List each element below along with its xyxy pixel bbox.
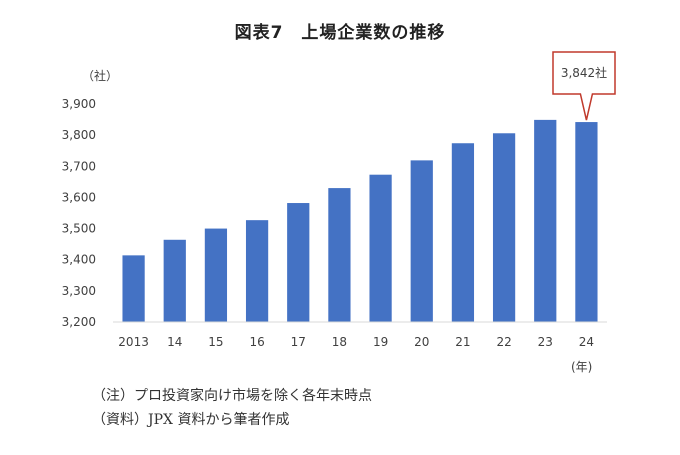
x-tick-label: 14 bbox=[167, 335, 182, 349]
y-tick-label: 3,800 bbox=[62, 128, 96, 142]
x-tick-label: 16 bbox=[249, 335, 264, 349]
bar bbox=[369, 174, 392, 322]
x-axis: 2013 14 15 16 17 18 19 20 21 22 23 24 bbox=[113, 321, 607, 349]
x-tick-label: 23 bbox=[538, 335, 553, 349]
y-tick-label: 3,400 bbox=[62, 253, 96, 267]
bar bbox=[575, 122, 598, 322]
bar bbox=[245, 220, 269, 322]
bar bbox=[163, 239, 186, 322]
x-tick-label: 22 bbox=[496, 335, 511, 349]
chart-title: 図表7 上場企業数の推移 bbox=[234, 23, 446, 43]
bars bbox=[122, 119, 598, 322]
y-tick-label: 3,700 bbox=[62, 159, 96, 173]
bar bbox=[328, 188, 351, 322]
y-tick-label: 3,600 bbox=[62, 190, 96, 204]
x-tick-label: 20 bbox=[414, 335, 429, 349]
y-axis-label: （社） bbox=[82, 68, 118, 83]
x-tick-label: 15 bbox=[208, 335, 223, 349]
x-tick-label: 24 bbox=[579, 335, 594, 349]
x-axis-label: (年) bbox=[571, 360, 592, 374]
bar bbox=[451, 143, 475, 322]
y-tick-label: 3,300 bbox=[62, 284, 96, 298]
x-tick-label: 2013 bbox=[118, 335, 149, 349]
y-tick-label: 3,200 bbox=[62, 315, 96, 329]
bar bbox=[122, 255, 145, 322]
bar bbox=[204, 228, 228, 322]
bar bbox=[410, 160, 433, 322]
footnote-note: （注）プロ投資家向け市場を除く各年末時点 bbox=[92, 388, 372, 404]
bar bbox=[492, 133, 516, 322]
bar bbox=[287, 203, 310, 322]
x-tick-label: 18 bbox=[332, 335, 347, 349]
footnote-source: （資料）JPX 資料から筆者作成 bbox=[92, 412, 290, 428]
callout-box bbox=[552, 51, 616, 121]
x-tick-label: 21 bbox=[455, 335, 470, 349]
y-tick-label: 3,900 bbox=[62, 97, 96, 111]
x-tick-label: 19 bbox=[373, 335, 388, 349]
callout-label: 3,842社 bbox=[561, 65, 607, 80]
x-tick-label: 17 bbox=[291, 335, 306, 349]
y-tick-label: 3,500 bbox=[62, 222, 96, 236]
bar bbox=[534, 119, 557, 322]
value-callout: 3,842社 bbox=[552, 51, 616, 121]
y-axis: 3,200 3,300 3,400 3,500 3,600 3,700 3,800 3,900 bbox=[62, 97, 96, 329]
